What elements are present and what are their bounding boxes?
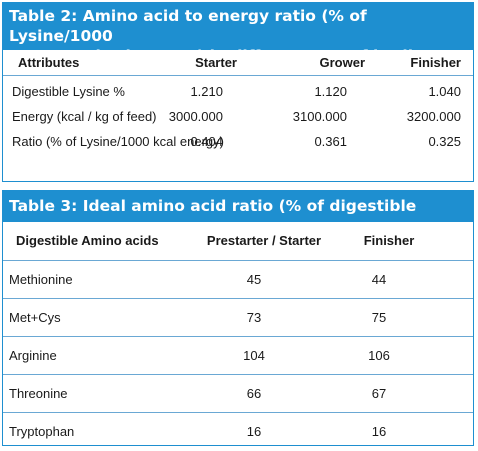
row-amino-acid: Tryptophan (9, 424, 75, 439)
table-3-header-amino-acids: Digestible Amino acids (16, 233, 159, 248)
table-2-title-bar: Table 2: Amino acid to energy ratio (% o… (3, 3, 473, 65)
row-starter-value: 0.404 (190, 134, 223, 149)
row-finisher-value: 44 (371, 272, 387, 287)
table-2-header-attributes: Attributes (18, 55, 80, 70)
table-row: Methionine 45 44 (3, 260, 473, 299)
table-2: Table 2: Amino acid to energy ratio (% o… (2, 2, 474, 182)
table-3-title-bar: Table 3: Ideal amino acid ratio (% of di… (3, 191, 473, 246)
row-starter-value: 45 (246, 272, 262, 287)
row-finisher-value: 75 (371, 310, 387, 325)
row-starter-value: 16 (246, 424, 262, 439)
row-finisher-value: 0.325 (428, 134, 461, 149)
row-grower-value: 0.361 (314, 134, 347, 149)
table-3-header-row: Digestible Amino acids Prestarter / Star… (3, 222, 473, 260)
row-amino-acid: Arginine (9, 348, 57, 363)
row-starter-value: 73 (246, 310, 262, 325)
row-finisher-value: 67 (371, 386, 387, 401)
table-3-title: Table 3: Ideal amino acid ratio (% of di… (9, 197, 417, 246)
table-row: Threonine 66 67 (3, 374, 473, 413)
row-starter-value: 1.210 (190, 84, 223, 99)
row-finisher-value: 16 (371, 424, 387, 439)
row-starter-value: 3000.000 (168, 109, 223, 124)
row-attribute: Energy (kcal / kg of feed) (12, 109, 157, 124)
row-attribute: Ratio (% of Lysine/1000 kcal energy) (12, 134, 224, 149)
row-starter-value: 104 (243, 348, 265, 363)
table-3-header-finisher: Finisher (363, 233, 415, 248)
row-finisher-value: 1.040 (428, 84, 461, 99)
table-3-header-starter: Prestarter / Starter (206, 233, 322, 248)
table-row: Arginine 104 106 (3, 336, 473, 375)
table-row: Met+Cys 73 75 (3, 298, 473, 337)
table-2-header-finisher: Finisher (410, 55, 461, 70)
row-attribute: Digestible Lysine % (12, 84, 125, 99)
table-2-title-line-1: Table 2: Amino acid to energy ratio (% o… (9, 7, 367, 45)
table-2-title-line-2: kcal energy) in different age of broiler… (95, 47, 441, 65)
row-grower-value: 3100.000 (292, 109, 347, 124)
table-3: Table 3: Ideal amino acid ratio (% of di… (2, 190, 474, 446)
table-row: Digestible Lysine % 1.210 1.120 1.040 (3, 79, 473, 104)
row-finisher-value: 3200.000 (406, 109, 461, 124)
row-finisher-value: 106 (368, 348, 390, 363)
row-amino-acid: Met+Cys (9, 310, 61, 325)
table-row: Energy (kcal / kg of feed) 3000.000 3100… (3, 104, 473, 129)
table-2-header-starter: Starter (195, 55, 237, 70)
row-starter-value: 66 (246, 386, 262, 401)
table-row: Ratio (% of Lysine/1000 kcal energy) 0.4… (3, 129, 473, 154)
row-amino-acid: Threonine (9, 386, 68, 401)
row-amino-acid: Methionine (9, 272, 73, 287)
table-2-header-grower: Grower (319, 55, 365, 70)
table-2-header-row: Attributes Starter Grower Finisher (3, 50, 473, 76)
table-row: Tryptophan 16 16 (3, 412, 473, 451)
row-grower-value: 1.120 (314, 84, 347, 99)
